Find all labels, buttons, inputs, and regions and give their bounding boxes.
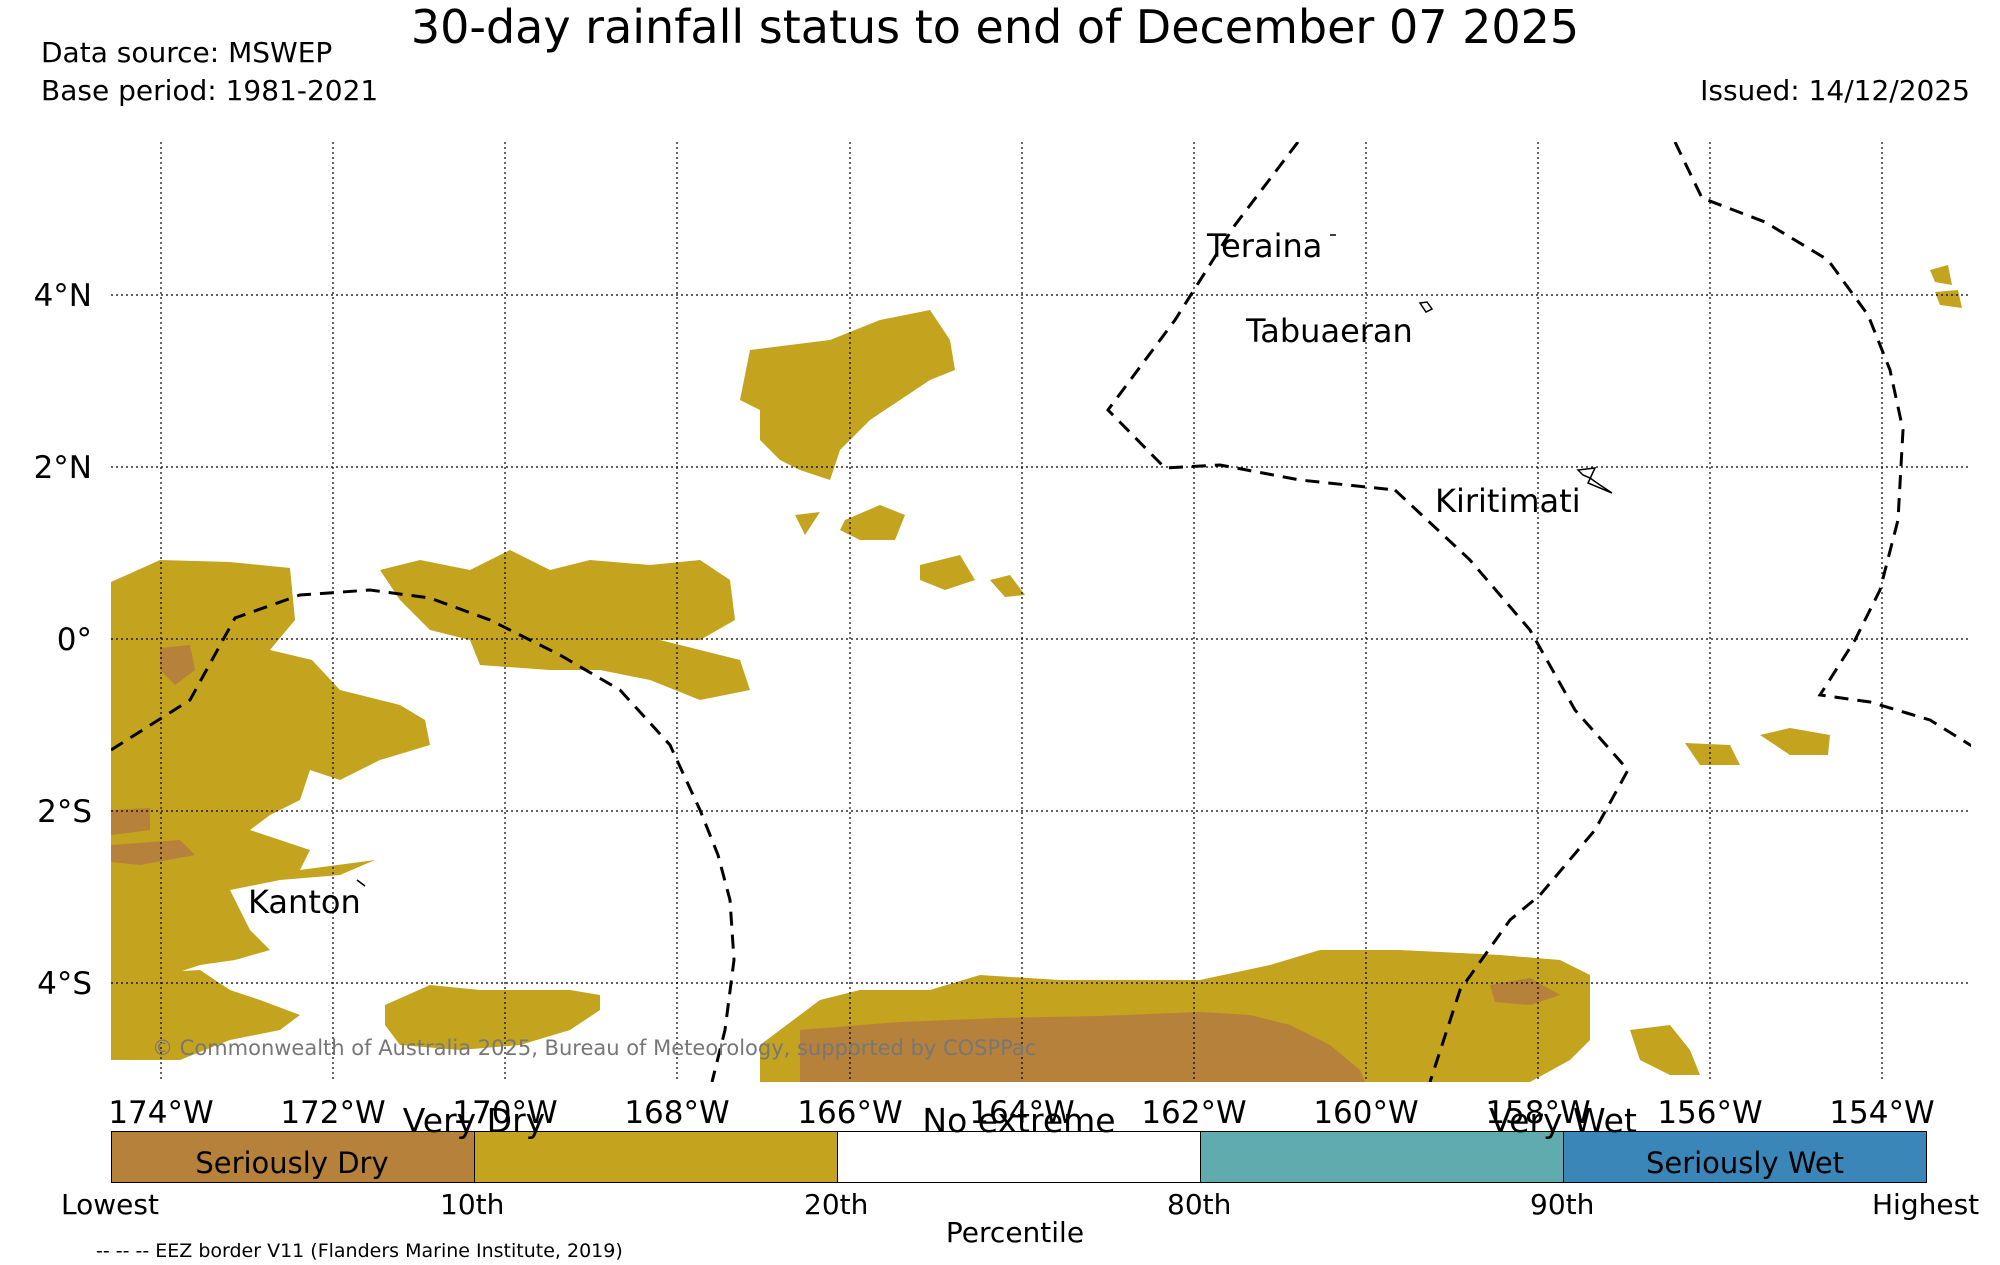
seriously-dry-area-south-2 — [1490, 978, 1560, 1005]
lon-tick-170w: 170°W — [452, 1095, 557, 1131]
very-dry-area-south-west — [385, 985, 600, 1050]
percentile-lowest: Lowest — [61, 1188, 159, 1221]
lat-tick-2s: 2°S — [37, 794, 92, 830]
latitude-ticks: 4°N 2°N 0° 2°S 4°S — [34, 278, 92, 1002]
percentile-axis-title: Percentile — [945, 1216, 1085, 1249]
legend-swatch-no-extreme — [837, 1131, 1201, 1183]
legend-swatch-very-wet — [1200, 1131, 1564, 1183]
eez-border-note: -- -- -- EEZ border V11 (Flanders Marine… — [96, 1240, 623, 1262]
very-dry-area-east-1 — [1685, 743, 1740, 765]
lat-tick-4n: 4°N — [34, 278, 92, 314]
lon-tick-156w: 156°W — [1657, 1095, 1762, 1131]
lon-tick-174w: 174°W — [108, 1095, 213, 1131]
lon-tick-160w: 160°W — [1313, 1095, 1418, 1131]
place-label-kanton: Kanton — [248, 883, 361, 921]
legend-group-very-wet: Very Wet — [1489, 1101, 1637, 1140]
seriously-dry-area-2 — [111, 808, 150, 835]
place-labels: Teraina Tabuaeran Kiritimati Kanton — [248, 227, 1581, 921]
issued-date: Issued: 14/12/2025 — [1700, 74, 1970, 107]
very-dry-area-east-4 — [1935, 290, 1962, 308]
very-dry-area-west-2 — [111, 970, 300, 1060]
data-source: Data source: MSWEP — [41, 36, 333, 69]
eez-border-west — [111, 588, 736, 1082]
very-dry-area-north-3 — [840, 505, 905, 540]
lon-tick-154w: 154°W — [1829, 1095, 1934, 1131]
lon-tick-162w: 162°W — [1141, 1095, 1246, 1131]
rainfall-anomaly-areas — [111, 265, 1962, 1082]
eez-border-north — [1106, 142, 1396, 492]
percentile-highest: Highest — [1872, 1188, 1980, 1221]
lon-tick-164w: 164°W — [969, 1095, 1074, 1131]
longitude-ticks: 174°W 172°W 170°W 168°W 166°W 164°W 162°… — [108, 1095, 1934, 1131]
place-label-kiritimati: Kiritimati — [1435, 482, 1581, 520]
lon-tick-168w: 168°W — [624, 1095, 729, 1131]
very-dry-area-north-5 — [990, 575, 1025, 597]
tabuaeran-island — [1418, 301, 1434, 313]
very-dry-area-south-east — [1630, 1025, 1700, 1075]
legend-swatch-seriously-wet — [1563, 1131, 1927, 1183]
legend-swatch-very-dry — [474, 1131, 838, 1183]
map-title: 30-day rainfall status to end of Decembe… — [410, 0, 1580, 54]
lat-tick-2n: 2°N — [34, 450, 92, 486]
islands — [356, 234, 1613, 887]
very-dry-area-north-4 — [920, 555, 975, 590]
eez-border-central — [1393, 488, 1630, 1082]
legend-swatch-seriously-dry — [111, 1131, 475, 1183]
seriously-dry-area-1 — [160, 645, 195, 685]
legend-label-seriously-wet: Seriously Wet — [1645, 1146, 1845, 1180]
lon-tick-158w: 158°W — [1485, 1095, 1590, 1131]
legend-group-very-dry: Very Dry — [402, 1101, 546, 1140]
eez-border-east — [1673, 142, 1971, 748]
percentile-20th: 20th — [804, 1188, 869, 1221]
seriously-dry-area-3 — [111, 840, 195, 865]
kiritimati-island — [1576, 467, 1613, 494]
seriously-dry-area-south — [800, 1012, 1365, 1082]
very-dry-area-east-2 — [1760, 728, 1830, 755]
percentile-80th: 80th — [1167, 1188, 1232, 1221]
kanton-island — [356, 879, 366, 887]
very-dry-area-east-3 — [1930, 265, 1952, 285]
lat-tick-4s: 4°S — [37, 966, 92, 1002]
copyright-notice: © Commonwealth of Australia 2025, Bureau… — [152, 1036, 1037, 1060]
lon-tick-172w: 172°W — [280, 1095, 385, 1131]
very-dry-area-central-west — [380, 550, 750, 700]
place-label-teraina: Teraina — [1206, 227, 1322, 265]
base-period: Base period: 1981-2021 — [41, 74, 379, 107]
lat-tick-0: 0° — [57, 622, 92, 658]
legend-group-no-extreme: No extreme — [922, 1101, 1116, 1140]
place-label-tabuaeran: Tabuaeran — [1245, 312, 1413, 350]
very-dry-area-north-2 — [795, 512, 820, 535]
lon-tick-166w: 166°W — [797, 1095, 902, 1131]
very-dry-area-north-1 — [740, 310, 955, 480]
legend-label-seriously-dry: Seriously Dry — [195, 1146, 389, 1180]
percentile-10th: 10th — [440, 1188, 505, 1221]
percentile-90th: 90th — [1530, 1188, 1595, 1221]
eez-borders — [111, 142, 1971, 1082]
graticule — [111, 142, 1971, 1082]
